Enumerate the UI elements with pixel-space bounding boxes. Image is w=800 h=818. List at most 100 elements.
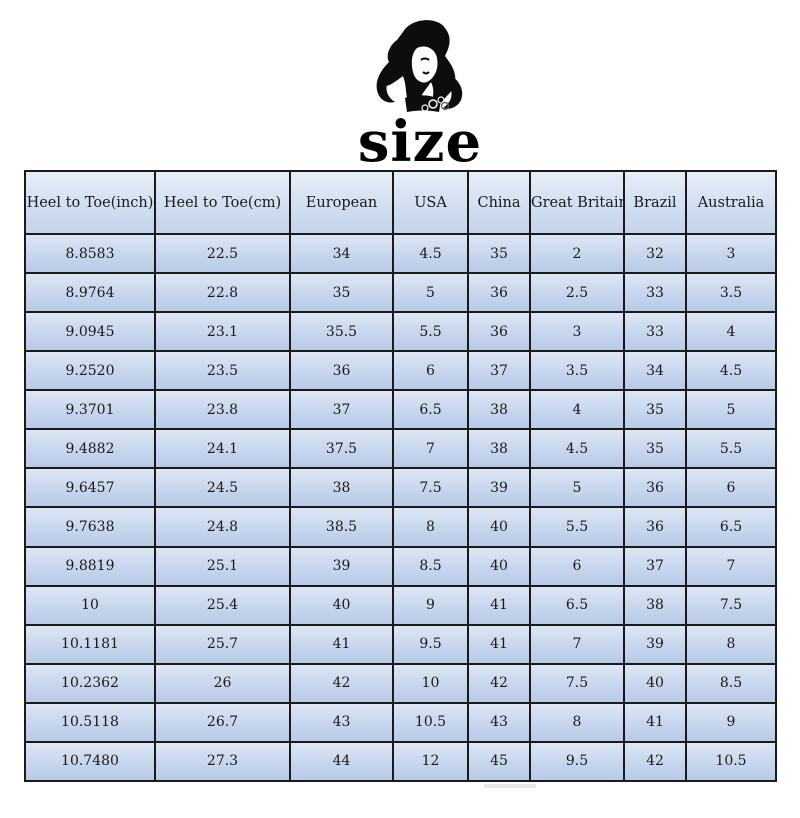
cell-china: 39 (467, 467, 531, 509)
cell-european: 38 (289, 467, 394, 509)
header-usa: USA (392, 170, 469, 235)
cell-european: 37 (289, 389, 394, 431)
table-header-row: Heel to Toe(inch) Heel to Toe(cm) Europe… (24, 170, 777, 235)
cell-inch: 9.2520 (24, 350, 156, 392)
cell-cm: 25.4 (154, 584, 291, 626)
cell-great-britain: 3.5 (529, 350, 625, 392)
cell-european: 35 (289, 272, 394, 314)
cell-usa: 8 (392, 506, 469, 548)
cell-china: 45 (467, 740, 531, 783)
cell-brazil: 42 (623, 740, 687, 783)
cell-australia: 7 (685, 545, 777, 587)
cell-brazil: 39 (623, 623, 687, 665)
cell-great-britain: 6.5 (529, 584, 625, 626)
cell-australia: 7.5 (685, 584, 777, 626)
cell-australia: 8.5 (685, 662, 777, 704)
size-table-container: Heel to Toe(inch) Heel to Toe(cm) Europe… (24, 170, 777, 783)
cell-china: 36 (467, 311, 531, 353)
cell-european: 41 (289, 623, 394, 665)
cell-european: 35.5 (289, 311, 394, 353)
cell-great-britain: 6 (529, 545, 625, 587)
cell-great-britain: 2.5 (529, 272, 625, 314)
cell-cm: 22.8 (154, 272, 291, 314)
table-row: 8.8583 22.5 34 4.5 35 2 32 3 (24, 232, 777, 275)
table-row: 8.9764 22.8 35 5 36 2.5 33 3.5 (24, 272, 777, 314)
cell-european: 40 (289, 584, 394, 626)
cell-china: 43 (467, 701, 531, 743)
cell-great-britain: 5.5 (529, 506, 625, 548)
cell-inch: 10.7480 (24, 740, 156, 783)
cell-cm: 23.8 (154, 389, 291, 431)
cell-european: 42 (289, 662, 394, 704)
cell-cm: 25.1 (154, 545, 291, 587)
table-row: 9.4882 24.1 37.5 7 38 4.5 35 5.5 (24, 428, 777, 470)
cell-usa: 6.5 (392, 389, 469, 431)
cell-european: 37.5 (289, 428, 394, 470)
header-great-britain: Great Britain (529, 170, 625, 235)
table-body: 8.8583 22.5 34 4.5 35 2 32 3 8.9764 22.8 35 5 36 2.5 3… (24, 232, 777, 783)
cell-usa: 9 (392, 584, 469, 626)
cell-australia: 4 (685, 311, 777, 353)
cell-inch: 9.8819 (24, 545, 156, 587)
cell-great-britain: 9.5 (529, 740, 625, 783)
cell-inch: 9.0945 (24, 311, 156, 353)
cell-european: 38.5 (289, 506, 394, 548)
cell-australia: 3 (685, 232, 777, 275)
cell-cm: 26.7 (154, 701, 291, 743)
cell-china: 35 (467, 232, 531, 275)
cell-european: 36 (289, 350, 394, 392)
cell-usa: 4.5 (392, 232, 469, 275)
cell-china: 40 (467, 545, 531, 587)
cell-great-britain: 3 (529, 311, 625, 353)
cell-inch: 9.7638 (24, 506, 156, 548)
cell-china: 36 (467, 272, 531, 314)
table-row: 9.8819 25.1 39 8.5 40 6 37 7 (24, 545, 777, 587)
cell-brazil: 33 (623, 311, 687, 353)
footer-divider (484, 784, 536, 788)
cell-inch: 9.3701 (24, 389, 156, 431)
cell-great-britain: 7 (529, 623, 625, 665)
header-brazil: Brazil (623, 170, 687, 235)
cell-brazil: 36 (623, 467, 687, 509)
cell-brazil: 34 (623, 350, 687, 392)
cell-brazil: 35 (623, 428, 687, 470)
cell-brazil: 38 (623, 584, 687, 626)
cell-brazil: 32 (623, 232, 687, 275)
cell-brazil: 41 (623, 701, 687, 743)
table-row: 10.5118 26.7 43 10.5 43 8 41 9 (24, 701, 777, 743)
table-row: 10.1181 25.7 41 9.5 41 7 39 8 (24, 623, 777, 665)
cell-great-britain: 7.5 (529, 662, 625, 704)
header-china: China (467, 170, 531, 235)
cell-usa: 10.5 (392, 701, 469, 743)
cell-china: 40 (467, 506, 531, 548)
cell-australia: 10.5 (685, 740, 777, 783)
woman-silhouette-icon (376, 20, 463, 112)
cell-great-britain: 4.5 (529, 428, 625, 470)
table-row: 9.2520 23.5 36 6 37 3.5 34 4.5 (24, 350, 777, 392)
cell-usa: 9.5 (392, 623, 469, 665)
cell-usa: 8.5 (392, 545, 469, 587)
cell-australia: 6 (685, 467, 777, 509)
cell-australia: 8 (685, 623, 777, 665)
cell-inch: 10.5118 (24, 701, 156, 743)
cell-china: 41 (467, 584, 531, 626)
cell-great-britain: 8 (529, 701, 625, 743)
cell-great-britain: 4 (529, 389, 625, 431)
table-row: 9.6457 24.5 38 7.5 39 5 36 6 (24, 467, 777, 509)
cell-china: 42 (467, 662, 531, 704)
table-row: 10.2362 26 42 10 42 7.5 40 8.5 (24, 662, 777, 704)
cell-australia: 9 (685, 701, 777, 743)
cell-cm: 24.1 (154, 428, 291, 470)
header-heel-to-toe-cm: Heel to Toe(cm) (154, 170, 291, 235)
cell-australia: 3.5 (685, 272, 777, 314)
cell-cm: 22.5 (154, 232, 291, 275)
cell-usa: 10 (392, 662, 469, 704)
cell-cm: 27.3 (154, 740, 291, 783)
cell-european: 39 (289, 545, 394, 587)
table-row: 9.0945 23.1 35.5 5.5 36 3 33 4 (24, 311, 777, 353)
cell-cm: 26 (154, 662, 291, 704)
cell-cm: 24.5 (154, 467, 291, 509)
table-row: 10.7480 27.3 44 12 45 9.5 42 10.5 (24, 740, 777, 783)
header-heel-to-toe-inch: Heel to Toe(inch) (24, 170, 156, 235)
